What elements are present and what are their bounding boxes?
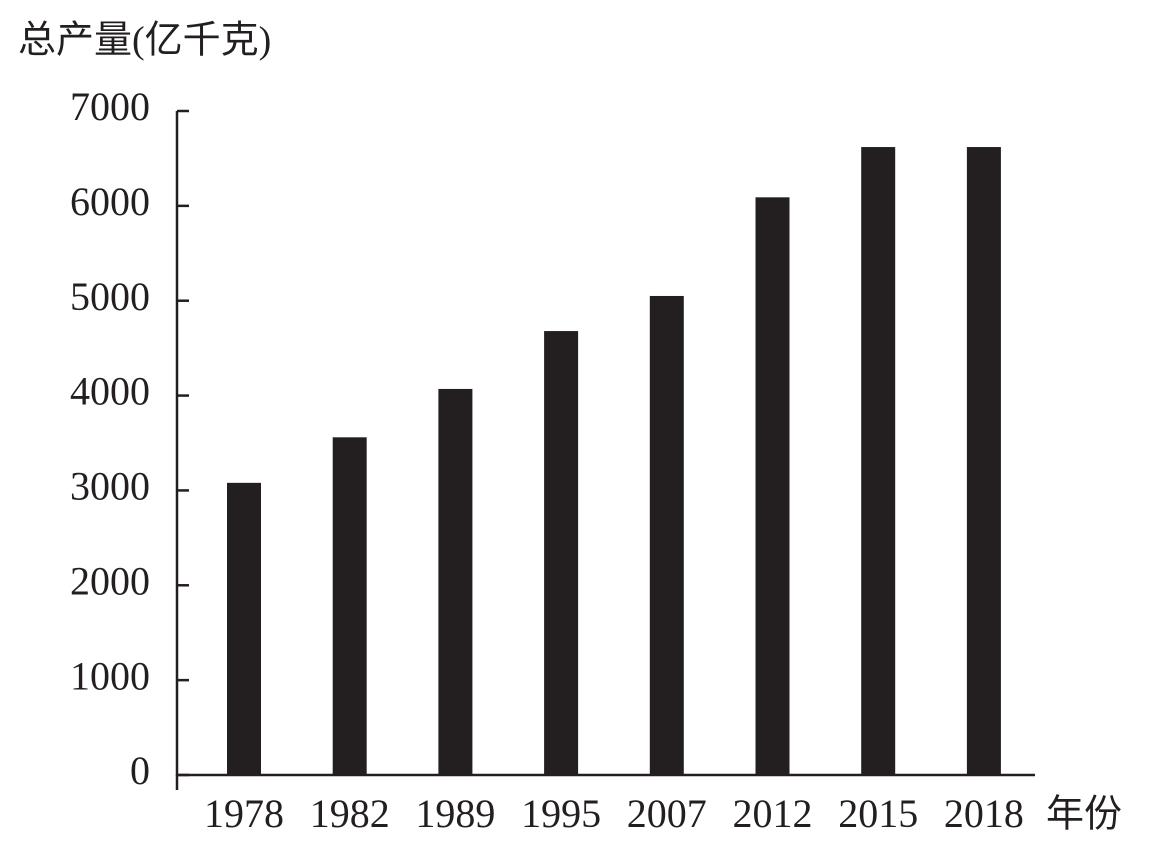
y-tick-label: 3000 bbox=[70, 464, 150, 509]
y-tick-label: 2000 bbox=[70, 558, 150, 603]
bar bbox=[438, 388, 473, 775]
bar bbox=[755, 197, 790, 775]
x-tick-label: 1995 bbox=[521, 791, 601, 836]
x-tick-label: 1989 bbox=[415, 791, 495, 836]
bar bbox=[332, 437, 367, 775]
x-tick-label: 2007 bbox=[627, 791, 707, 836]
x-tick-label: 1978 bbox=[204, 791, 284, 836]
bar bbox=[227, 482, 261, 775]
bar bbox=[861, 147, 896, 775]
bar bbox=[544, 331, 579, 775]
bar bbox=[649, 295, 684, 775]
x-axis-label: 年份 bbox=[1046, 794, 1122, 836]
x-tick-label: 2018 bbox=[944, 791, 1024, 836]
x-tick-label: 2015 bbox=[838, 791, 918, 836]
y-tick-label: 0 bbox=[130, 748, 150, 793]
y-tick-label: 7000 bbox=[70, 84, 150, 129]
y-tick-label: 6000 bbox=[70, 179, 150, 224]
y-tick-label: 5000 bbox=[70, 274, 150, 319]
y-tick-label: 1000 bbox=[70, 653, 150, 698]
x-tick-label: 2012 bbox=[733, 791, 813, 836]
bar bbox=[966, 147, 1001, 775]
x-tick-label: 1982 bbox=[310, 791, 390, 836]
y-axis-label: 总产量(亿千克) bbox=[18, 20, 271, 62]
y-tick-label: 4000 bbox=[70, 369, 150, 414]
